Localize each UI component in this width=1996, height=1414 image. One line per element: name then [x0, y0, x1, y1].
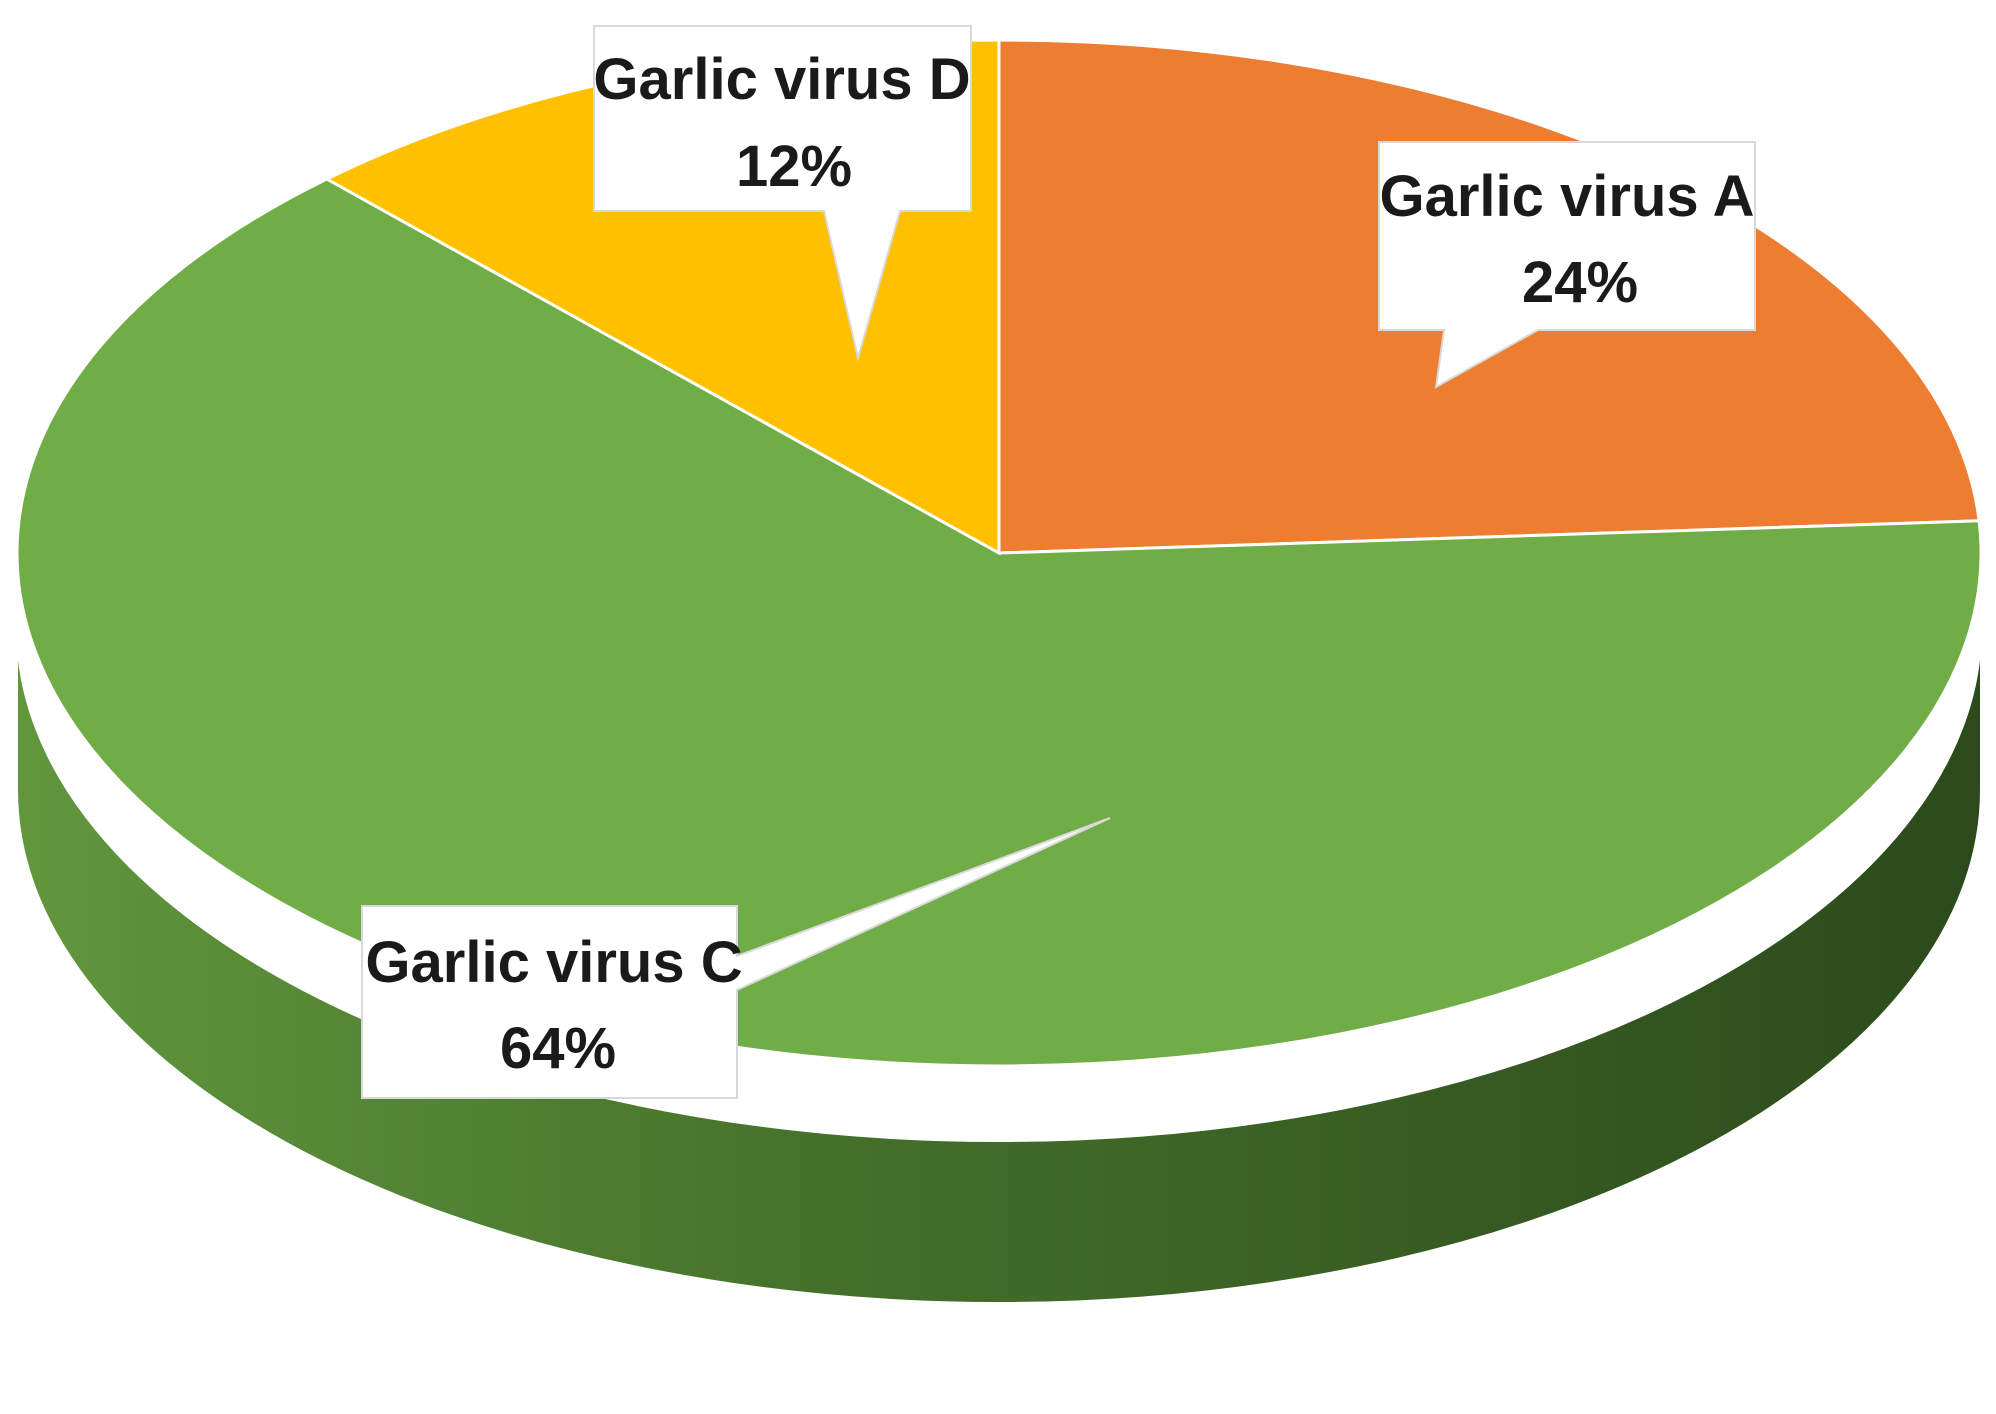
slice-label-virus-c: Garlic virus C	[365, 930, 742, 995]
slice-pct-virus-c: 64%	[500, 1016, 616, 1081]
callout-box-virus-d	[593, 25, 972, 362]
label-callout-virus-a: Garlic virus A 24%	[1378, 141, 1756, 389]
slice-label-virus-d: Garlic virus D	[593, 47, 970, 112]
slice-pct-virus-d: 12%	[736, 134, 852, 199]
label-callout-virus-d: Garlic virus D 12%	[593, 25, 972, 362]
callout-box-virus-c	[361, 817, 1111, 1099]
callout-box-virus-a	[1378, 141, 1756, 389]
slice-pct-virus-a: 24%	[1522, 250, 1638, 315]
label-callout-virus-c: Garlic virus C 64%	[361, 817, 1111, 1099]
slice-label-virus-a: Garlic virus A	[1379, 164, 1754, 229]
